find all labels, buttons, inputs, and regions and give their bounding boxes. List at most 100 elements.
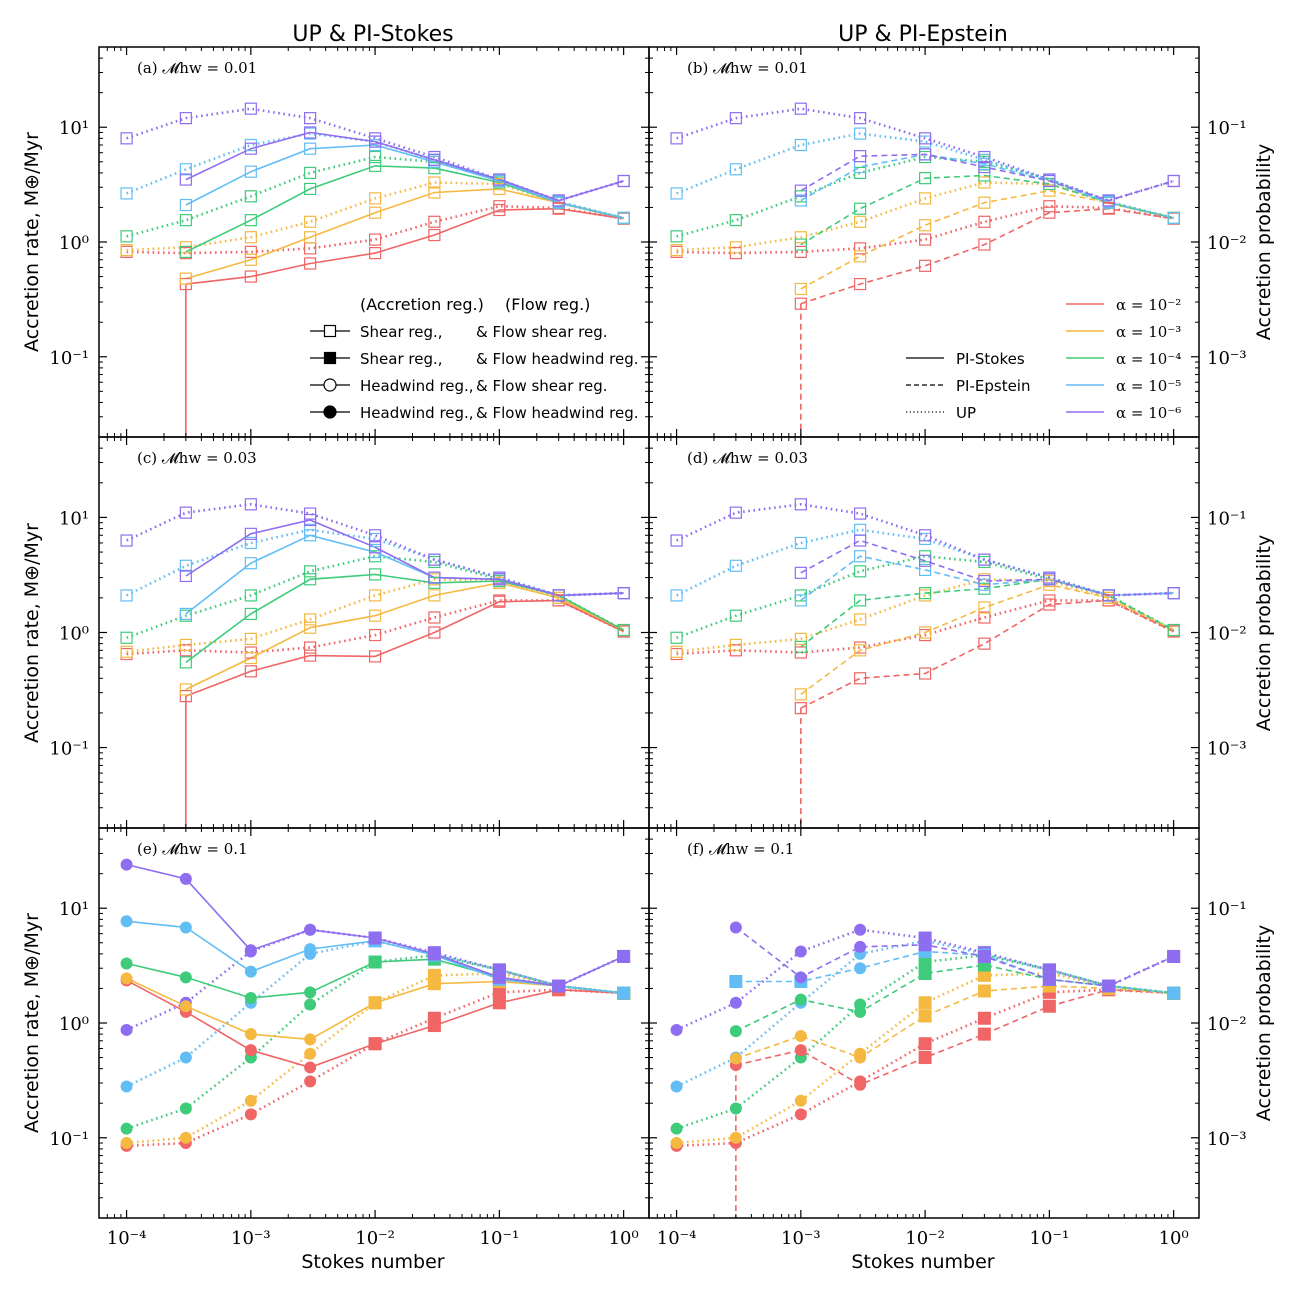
data-point-square-open — [428, 553, 441, 566]
data-point-square-open — [304, 112, 317, 125]
data-point-square-open — [369, 568, 382, 581]
data-point-square-open — [179, 173, 192, 186]
y-tick-label-left: 10⁰ — [59, 1014, 89, 1035]
data-point-square-open — [304, 621, 317, 634]
data-point-square-open — [179, 214, 192, 227]
legend-regime-row: Shear reg., & Flow headwind reg. — [310, 350, 639, 368]
data-point-square-filled — [427, 947, 441, 961]
data-point-square-open — [552, 589, 565, 602]
series-line — [800, 189, 1174, 290]
data-point-square-open — [1102, 194, 1115, 207]
data-point-square-filled — [492, 996, 506, 1010]
data-point-square-open — [919, 586, 932, 600]
data-point-square-open — [854, 127, 867, 140]
data-point-square-open — [1167, 623, 1180, 637]
data-point-circle-filled — [120, 1023, 133, 1036]
data-point-square-open — [1043, 174, 1056, 188]
data-point-square-open — [919, 219, 932, 232]
series-line — [126, 528, 624, 597]
data-point-square-open — [1167, 174, 1180, 188]
data-point-square-open — [244, 102, 257, 115]
data-point-circle-filled — [244, 1044, 257, 1057]
data-point-square-open — [854, 215, 867, 228]
series-line — [126, 181, 624, 252]
data-point-circle-filled — [794, 1030, 807, 1043]
data-point-square-open — [120, 244, 133, 257]
data-point-square-open — [854, 507, 867, 520]
data-point-circle-filled — [244, 1094, 257, 1107]
data-point-square-open — [919, 563, 932, 576]
data-point-square-open — [794, 238, 807, 251]
data-point-square-open — [369, 233, 382, 246]
data-point-square-open — [304, 231, 317, 244]
legend-styles: PI-Stokes PI-Epstein UP — [906, 350, 1030, 422]
series-line — [735, 988, 1174, 1086]
data-point-circle-filled — [304, 1047, 317, 1060]
data-point-square-open — [179, 607, 192, 621]
legend-circle-open-marker — [323, 378, 337, 392]
data-point-square-open — [244, 651, 257, 665]
data-point-square-open — [428, 176, 441, 189]
data-point-square-open — [179, 245, 192, 258]
data-point-square-open — [244, 190, 257, 203]
series-line — [800, 578, 1174, 648]
legend-accretion-label: Shear reg., — [360, 323, 443, 341]
plot-area — [120, 102, 630, 437]
data-point-square-open — [244, 142, 257, 155]
legend-accretion-label: Shear reg., — [360, 350, 443, 368]
data-point-square-open — [794, 536, 807, 550]
y-tick-label-left: 10¹ — [59, 118, 89, 139]
data-point-square-open — [794, 245, 807, 258]
series-line — [735, 985, 1174, 1060]
panel-frame — [648, 827, 1200, 1219]
data-point-square-open — [369, 589, 382, 602]
data-point-square-open — [978, 150, 991, 164]
data-point-circle-filled — [794, 945, 807, 958]
data-point-square-open — [304, 182, 317, 196]
data-point-square-open — [244, 536, 257, 550]
data-point-square-open — [617, 174, 630, 188]
data-point-square-open — [794, 632, 807, 645]
data-point-square-open — [794, 184, 807, 197]
data-point-square-open — [670, 647, 683, 661]
data-point-circle-filled — [794, 993, 807, 1006]
data-point-square-open — [304, 142, 317, 155]
ticks — [648, 827, 1199, 1219]
y-tick-label-right: 10⁻² — [1207, 624, 1247, 645]
data-point-square-filled — [492, 970, 506, 984]
y-tick-label-left: 10¹ — [59, 899, 89, 920]
data-point-square-open — [179, 272, 192, 285]
series-line — [185, 188, 624, 280]
data-point-square-open — [493, 173, 506, 186]
y-tick-label-left: 10⁰ — [59, 624, 89, 645]
panel-label: (f) 𝓜hw = 0.1 — [687, 840, 794, 858]
data-point-circle-filled — [794, 1044, 807, 1057]
series-line — [185, 519, 624, 597]
legend-accretion-label: Headwind reg., — [360, 377, 474, 395]
data-point-circle-filled — [120, 1080, 133, 1093]
y-tick-label-right: 10⁻³ — [1207, 1129, 1247, 1150]
data-point-circle-filled — [304, 986, 317, 999]
data-point-square-open — [304, 641, 317, 654]
data-point-circle-filled — [304, 1033, 317, 1046]
data-point-square-filled — [729, 974, 743, 988]
data-point-square-open — [729, 112, 742, 125]
data-point-circle-filled — [179, 872, 192, 885]
data-point-square-open — [794, 498, 807, 511]
data-point-square-filled — [427, 977, 441, 991]
series-line — [126, 204, 624, 255]
ticks — [98, 436, 649, 829]
data-point-square-open — [1043, 598, 1056, 611]
data-point-square-open — [304, 166, 317, 179]
data-point-square-open — [978, 196, 991, 209]
data-point-square-open — [304, 513, 317, 527]
panel-c: 10⁻¹ 10⁰ 10¹ (c) 𝓜hw = 0.03 — [49, 436, 650, 829]
data-point-square-open — [179, 690, 192, 703]
xlabel-left: Stokes number — [301, 1251, 444, 1273]
series-line — [126, 979, 624, 1069]
series-line — [676, 502, 1174, 597]
series-line — [185, 582, 624, 691]
data-point-square-open — [978, 601, 991, 614]
data-point-square-open — [670, 132, 683, 145]
series-line — [126, 107, 624, 202]
